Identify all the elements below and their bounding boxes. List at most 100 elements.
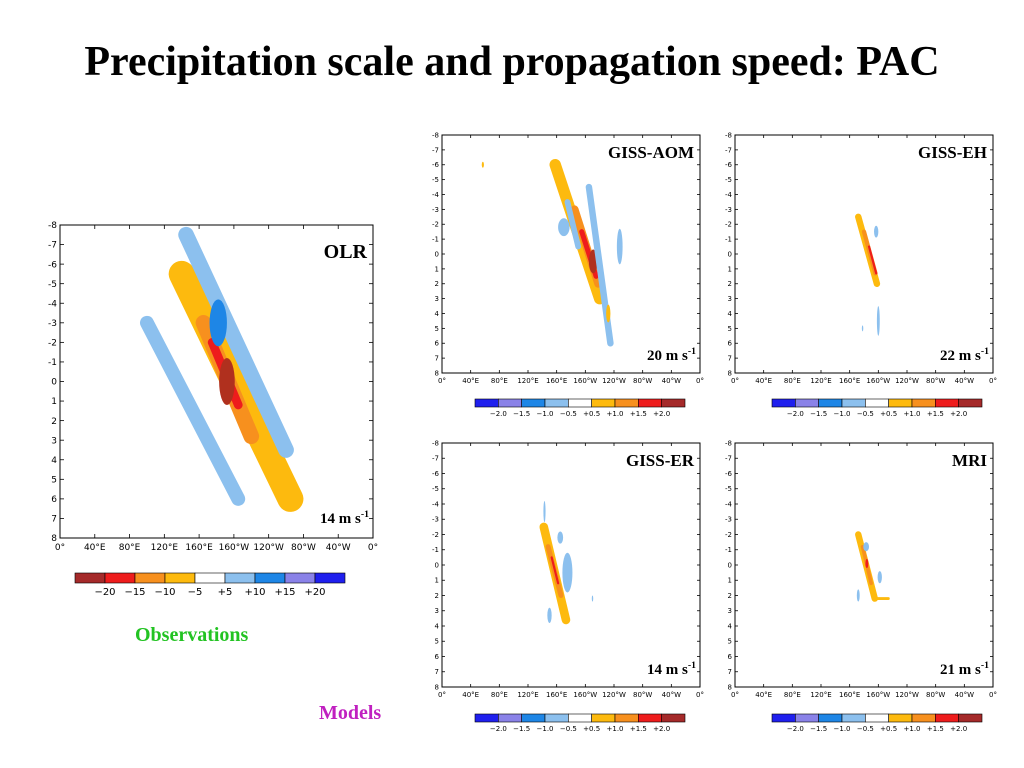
y-tick-label: -4: [432, 500, 440, 508]
anomaly-contour-neg1: [863, 542, 870, 552]
plot-frame: [59, 224, 374, 539]
colorbar-swatch: [224, 572, 256, 584]
y-tick-label: -5: [725, 176, 732, 184]
propagation-speed-label: 14 m s-1: [320, 509, 369, 527]
y-tick-label: 1: [435, 577, 439, 585]
colorbar-tick-label: −2.0: [787, 410, 804, 418]
anomaly-contour-pos4: [219, 358, 235, 405]
anomaly-contour-neg1: [557, 531, 564, 544]
x-tick-label: 40°W: [326, 543, 351, 553]
y-tick-label: 1: [728, 577, 732, 585]
colorbar-swatch: [614, 398, 639, 408]
y-tick-label: 5: [51, 475, 57, 485]
x-tick-label: 160°W: [866, 377, 890, 385]
anomaly-contour-pos3: [550, 556, 560, 585]
anomaly-contour-neg1: [139, 315, 246, 506]
colorbar-tick-label: +1.0: [607, 410, 624, 418]
panel-label: OLR: [324, 241, 368, 263]
y-tick-label: 3: [435, 607, 439, 615]
x-tick-label: 80°E: [491, 377, 508, 385]
y-tick-label: -8: [725, 439, 732, 447]
colorbar-tick-label: +1.0: [607, 725, 624, 733]
x-tick-label: 160°W: [573, 377, 597, 385]
y-tick-label: -7: [432, 455, 439, 463]
x-tick-label: 160°E: [839, 377, 860, 385]
colorbar-tick-label: −1.5: [513, 410, 530, 418]
x-tick-label: 120°E: [517, 377, 538, 385]
colorbar-swatch: [194, 572, 226, 584]
colorbar-swatch: [254, 572, 286, 584]
x-tick-label: 120°E: [517, 691, 538, 699]
y-tick-label: -3: [725, 516, 732, 524]
colorbar-swatch: [911, 713, 936, 723]
x-tick-label: 40°E: [755, 691, 772, 699]
y-tick-label: 4: [435, 622, 440, 630]
y-tick-label: -7: [725, 146, 732, 154]
x-tick-label: 120°W: [602, 377, 626, 385]
x-tick-label: 0°: [55, 543, 65, 553]
panel-label: MRI: [952, 451, 987, 470]
y-tick-label: -7: [48, 241, 57, 251]
y-tick-label: -3: [725, 206, 732, 214]
y-tick-label: 7: [728, 355, 732, 363]
x-tick-label: 0°: [696, 691, 704, 699]
colorbar-swatch: [498, 713, 522, 723]
y-tick-label: -8: [432, 439, 439, 447]
x-tick-label: 0°: [368, 543, 378, 553]
y-tick-label: -6: [432, 470, 440, 478]
x-tick-label: 160°E: [546, 691, 567, 699]
colorbar-swatch: [591, 713, 616, 723]
x-tick-label: 0°: [438, 377, 446, 385]
colorbar-tick-label: −2.0: [490, 410, 507, 418]
x-tick-label: 80°E: [119, 543, 141, 553]
y-tick-label: -7: [725, 455, 732, 463]
y-tick-label: -2: [48, 339, 57, 349]
colorbar-swatch: [284, 572, 316, 584]
colorbar-swatch: [614, 713, 639, 723]
y-tick-label: 3: [728, 295, 732, 303]
colorbar-tick-label: +1.0: [904, 410, 921, 418]
y-tick-label: -4: [725, 500, 733, 508]
x-tick-label: 80°W: [926, 377, 945, 385]
y-tick-label: -3: [432, 516, 439, 524]
y-tick-label: 4: [728, 622, 733, 630]
colorbar-tick-label: +10: [244, 587, 265, 598]
colorbar-swatch: [474, 713, 499, 723]
anomaly-contour-neg1: [591, 595, 594, 602]
anomaly-contour-neg2: [209, 299, 227, 347]
colorbar-tick-label: −1.5: [810, 725, 827, 733]
colorbar-tick-label: −10: [154, 587, 175, 598]
y-tick-label: 6: [728, 653, 733, 661]
y-tick-label: -1: [48, 358, 57, 368]
anomaly-contour-neg1: [547, 607, 552, 623]
colorbar-tick-label: −0.5: [857, 410, 874, 418]
colorbar-tick-label: +2.0: [950, 725, 967, 733]
colorbar-tick-label: +1.5: [927, 410, 944, 418]
y-tick-label: 8: [51, 534, 57, 544]
x-tick-label: 40°E: [462, 377, 479, 385]
y-tick-label: 8: [728, 369, 732, 377]
colorbar-tick-label: +5: [218, 587, 233, 598]
y-tick-label: 5: [728, 325, 732, 333]
x-tick-label: 40°W: [662, 377, 681, 385]
y-tick-label: -2: [725, 531, 732, 539]
colorbar-swatch: [935, 713, 959, 723]
y-tick-label: -2: [725, 221, 732, 229]
y-tick-label: -8: [725, 131, 732, 139]
colorbar-swatch: [134, 572, 166, 584]
anomaly-contour-pos3: [867, 245, 878, 275]
y-tick-label: 3: [51, 436, 57, 446]
colorbar-swatch: [521, 713, 546, 723]
x-tick-label: 80°W: [633, 691, 652, 699]
colorbar-swatch: [74, 572, 106, 584]
y-tick-label: -2: [432, 531, 439, 539]
x-tick-label: 160°W: [219, 543, 250, 553]
y-tick-label: 3: [435, 295, 439, 303]
anomaly-contour-neg1: [877, 571, 882, 584]
colorbar-swatch: [314, 572, 346, 584]
y-tick-label: 5: [435, 325, 439, 333]
y-tick-label: -8: [48, 221, 57, 231]
x-tick-label: 120°W: [253, 543, 284, 553]
colorbar-swatch: [911, 398, 936, 408]
x-tick-label: 0°: [438, 691, 446, 699]
